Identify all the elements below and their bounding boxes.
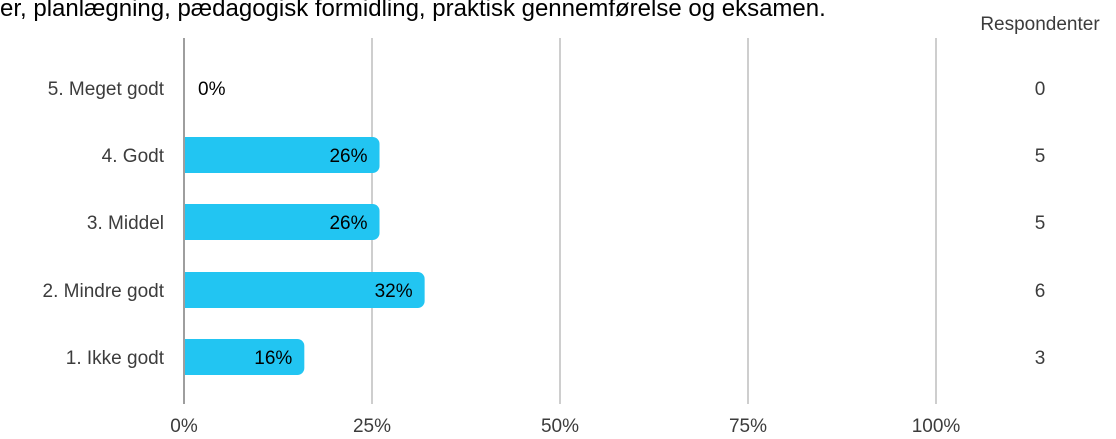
bar-left-edge xyxy=(184,272,194,308)
bar-value-label: 0% xyxy=(198,79,226,100)
category-label: 4. Godt xyxy=(102,146,165,167)
bar xyxy=(184,204,380,240)
bar-value-label: 26% xyxy=(329,213,367,234)
x-tick-label: 25% xyxy=(353,416,391,437)
respondents-header: Respondenter xyxy=(980,14,1100,35)
bar-value-label: 26% xyxy=(329,146,367,167)
category-label: 2. Mindre godt xyxy=(43,281,165,302)
grid-lines xyxy=(371,38,937,404)
x-tick-label: 0% xyxy=(170,416,198,437)
bar xyxy=(184,137,380,173)
category-label: 5. Meget godt xyxy=(48,79,165,100)
bar-left-edge xyxy=(184,204,194,240)
respondent-count: 5 xyxy=(1035,146,1046,167)
x-tick-label: 50% xyxy=(541,416,579,437)
x-tick-label: 75% xyxy=(729,416,767,437)
respondent-count: 6 xyxy=(1035,281,1046,302)
bar-value-label: 32% xyxy=(375,281,413,302)
bar xyxy=(184,339,305,375)
category-label: 3. Middel xyxy=(87,213,164,234)
respondent-count: 0 xyxy=(1035,79,1046,100)
bar-left-edge xyxy=(184,339,194,375)
bar-left-edge xyxy=(184,137,194,173)
category-label: 1. Ikke godt xyxy=(66,348,165,369)
respondent-count: 5 xyxy=(1035,213,1046,234)
bar-value-label: 16% xyxy=(254,348,292,369)
chart-title: er, planlægning, pædagogisk formidling, … xyxy=(0,0,826,22)
respondent-count: 3 xyxy=(1035,348,1046,369)
bar xyxy=(184,272,425,308)
labels: Respondenter 5. Meget godt 0% 0 4. Godt 26% 5 3… xyxy=(43,14,1101,437)
x-tick-label: 100% xyxy=(912,416,961,437)
bars xyxy=(184,137,425,375)
